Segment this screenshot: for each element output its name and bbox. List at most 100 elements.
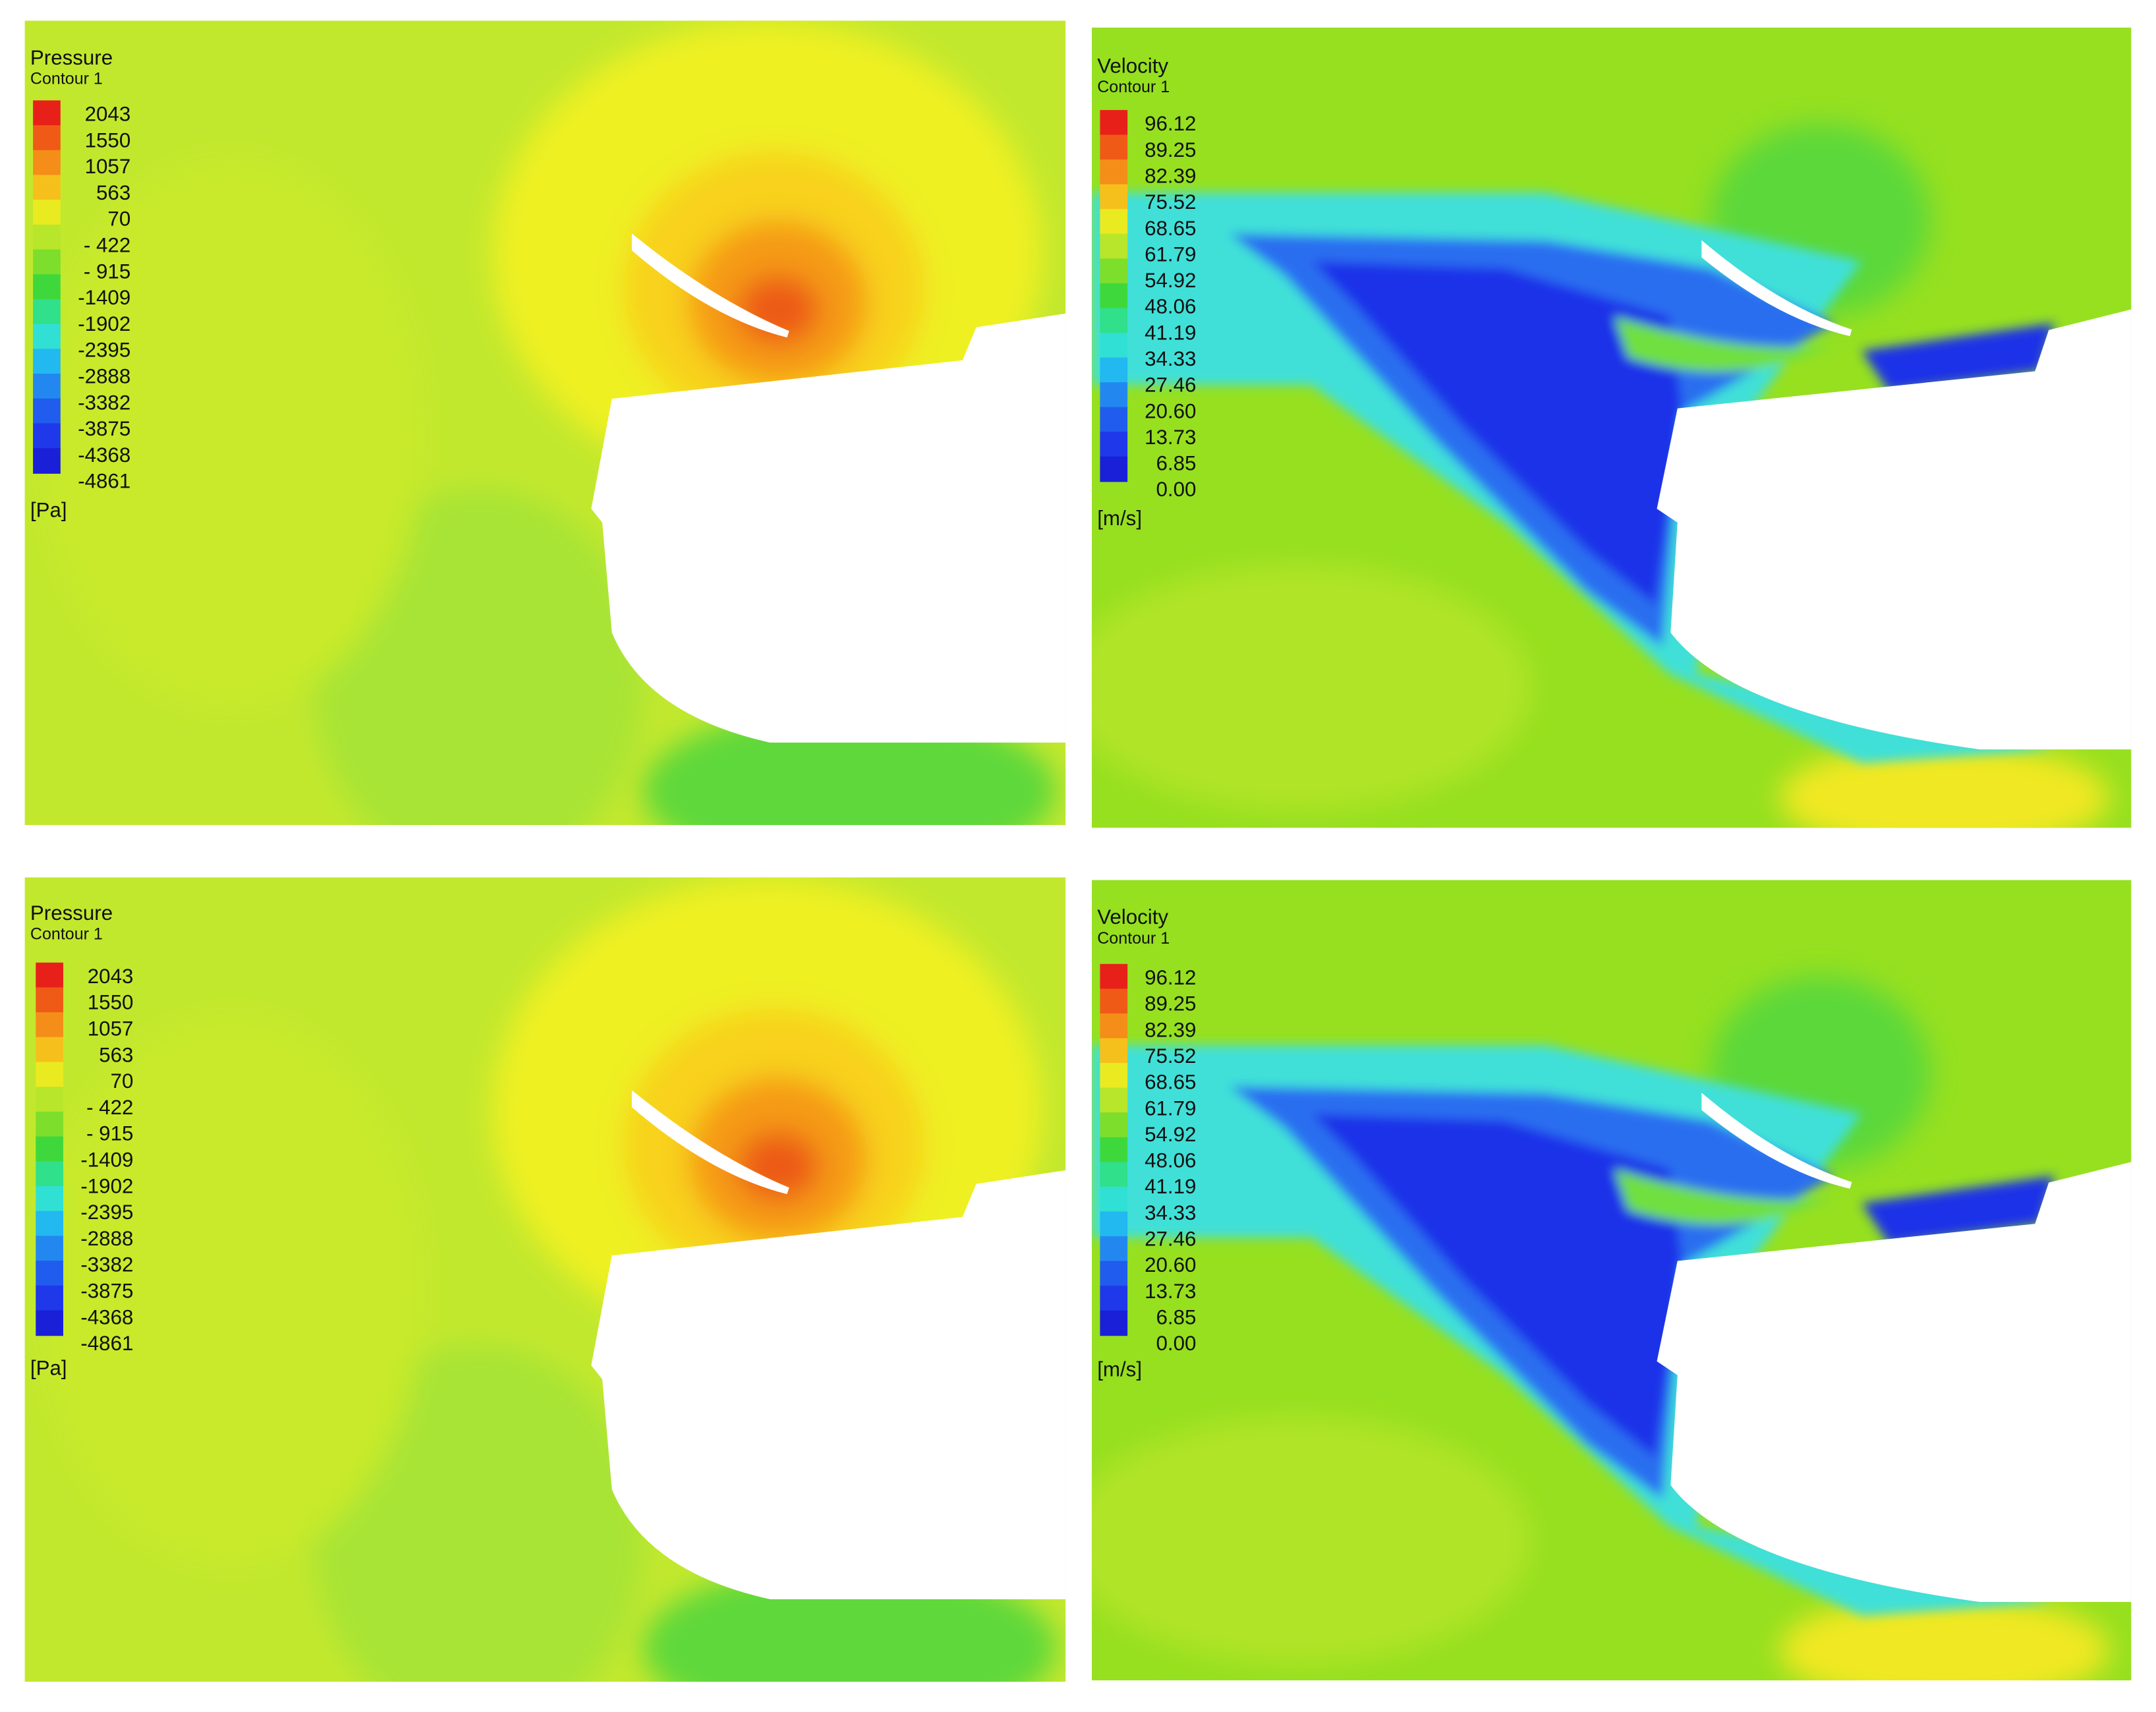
colorbar-label: 2043 <box>85 103 131 126</box>
colorbar-segment <box>1100 432 1128 457</box>
colorbar-label: 89.25 <box>1145 138 1196 161</box>
colorbar-label: 75.52 <box>1145 190 1196 214</box>
legend-title: Velocity <box>1097 905 1168 928</box>
colorbar-label: - 422 <box>84 234 130 257</box>
colorbar-label: -3875 <box>78 417 130 440</box>
colorbar-label: 34.33 <box>1145 347 1196 370</box>
colorbar-segment <box>1100 1162 1128 1187</box>
colorbar-segment <box>1100 1112 1128 1138</box>
colorbar-segment <box>33 249 61 275</box>
contour-image <box>1064 28 2131 853</box>
colorbar-segment <box>33 125 61 151</box>
colorbar-segment <box>1100 1310 1128 1336</box>
colorbar-segment <box>36 1062 63 1088</box>
colorbar-segment <box>36 987 63 1013</box>
legend-title: Velocity <box>1097 55 1168 78</box>
colorbar-label: 61.79 <box>1145 243 1196 266</box>
colorbar-segment <box>1100 1236 1128 1262</box>
colorbar-segment <box>36 1012 63 1038</box>
colorbar-segment <box>33 200 61 225</box>
colorbar-label: -4368 <box>80 1305 133 1328</box>
colorbar-segment <box>1100 258 1128 284</box>
colorbar-label: 563 <box>96 181 130 204</box>
colorbar-label: -2395 <box>80 1201 133 1224</box>
colorbar-segment <box>36 1236 63 1262</box>
colorbar-label: - 915 <box>84 260 130 283</box>
colorbar-label: 6.85 <box>1156 452 1197 475</box>
contour-image <box>1064 880 2131 1705</box>
colorbar-segment <box>1100 283 1128 309</box>
colorbar-label: 20.60 <box>1145 1253 1196 1276</box>
colorbar-label: -2395 <box>78 339 130 362</box>
colorbar-segment <box>36 962 63 988</box>
colorbar-label: 27.46 <box>1145 1228 1196 1251</box>
legend-subtitle: Contour 1 <box>30 70 103 88</box>
colorbar-segment <box>1100 1063 1128 1089</box>
contour-field <box>25 877 1066 1712</box>
colorbar-label: 48.06 <box>1145 1149 1196 1172</box>
colorbar-segment <box>1100 1186 1128 1213</box>
colorbar-label: -2888 <box>78 365 130 388</box>
colorbar-label: 34.33 <box>1145 1201 1196 1224</box>
colorbar-segment <box>1100 1038 1128 1064</box>
colorbar-segment <box>33 398 61 424</box>
legend-subtitle: Contour 1 <box>1097 78 1170 96</box>
colorbar-segment <box>33 274 61 300</box>
colorbar-label: 1057 <box>85 155 131 178</box>
contour-image <box>25 20 1066 873</box>
colorbar-segment <box>36 1087 63 1112</box>
colorbar-label: 75.52 <box>1145 1044 1196 1068</box>
colorbar-label: 68.65 <box>1145 1071 1196 1094</box>
colorbar-segment <box>1100 308 1128 334</box>
colorbar-label: 2043 <box>88 965 134 988</box>
colorbar-segment <box>36 1285 63 1311</box>
colorbar-segment <box>36 1186 63 1212</box>
colorbar-label: 27.46 <box>1145 374 1196 397</box>
contour-field <box>1064 880 2131 1705</box>
colorbar-segment <box>33 100 61 127</box>
colorbar-label: 82.39 <box>1145 1018 1196 1041</box>
colorbar-segment <box>33 423 61 449</box>
colorbar-label: 41.19 <box>1145 1175 1196 1198</box>
contour-image <box>25 877 1066 1712</box>
colorbar-segment <box>36 1310 63 1336</box>
colorbar-label: 89.25 <box>1145 992 1196 1015</box>
colorbar-label: 68.65 <box>1145 217 1196 240</box>
colorbar-segment <box>36 1111 63 1137</box>
colorbar-segment <box>36 1136 63 1162</box>
colorbar-segment <box>33 175 61 201</box>
colorbar-label: 70 <box>111 1070 134 1093</box>
colorbar-segment <box>1100 456 1128 482</box>
colorbar-segment <box>33 299 61 325</box>
colorbar-segment <box>33 324 61 350</box>
colorbar-label: 54.92 <box>1145 1123 1196 1146</box>
legend-title: Pressure <box>30 46 113 69</box>
colorbar-label: 13.73 <box>1145 426 1196 449</box>
legend-unit: [m/s] <box>1097 1358 1142 1381</box>
colorbar-label: 13.73 <box>1145 1280 1196 1303</box>
legend-unit: [Pa] <box>30 499 67 522</box>
legend-unit: [Pa] <box>30 1357 67 1380</box>
legend-title: Pressure <box>30 901 113 925</box>
colorbar-segment <box>1100 407 1128 433</box>
colorbar-segment <box>1100 332 1128 358</box>
colorbar-segment <box>1100 357 1128 384</box>
colorbar-label: 48.06 <box>1145 295 1196 318</box>
colorbar-label: 41.19 <box>1145 321 1196 344</box>
colorbar-label: -4861 <box>78 470 130 493</box>
colorbar-label: -1902 <box>78 312 130 335</box>
legend-unit: [m/s] <box>1097 507 1142 530</box>
colorbar-segment <box>1100 109 1128 136</box>
colorbar-label: 20.60 <box>1145 399 1196 422</box>
colorbar-label: - 915 <box>86 1122 133 1145</box>
colorbar-segment <box>1100 988 1128 1014</box>
colorbar-segment <box>33 349 61 375</box>
colorbar-segment <box>36 1211 63 1237</box>
colorbar-segment <box>1100 159 1128 185</box>
